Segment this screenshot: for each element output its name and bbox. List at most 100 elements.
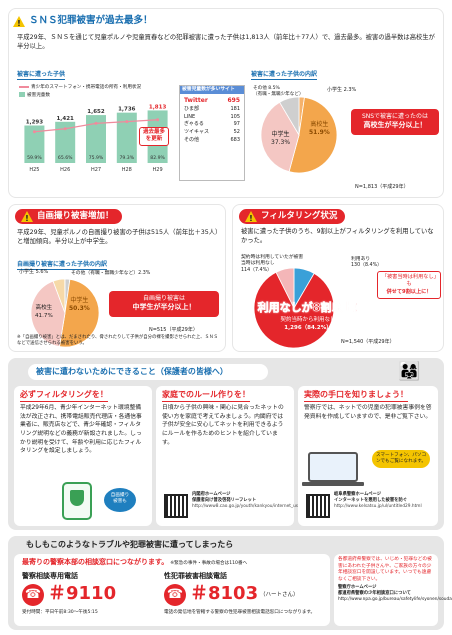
svg-text:!: ! — [249, 214, 253, 222]
site-row: ぎゃるる 97 — [184, 121, 240, 128]
card3-title: 実際の手口を知りましょう！ — [304, 390, 408, 402]
pie2-total: N=515（平成29年） — [149, 327, 198, 333]
legend-line: 青少年のスマートフォン・携帯電話の所有・利用状況 — [19, 85, 141, 92]
warning-icon: ! — [13, 15, 25, 27]
site-row: ツイキャス 52 — [184, 129, 240, 136]
contact-right-link[interactable]: 警察庁ホームページ 都道府県警察の少年相談窓口について http://www.npa… — [338, 585, 452, 602]
laptop-base — [302, 482, 364, 486]
sns-crime-body: 平成29年、ＳＮＳを通じて児童ポルノや児童買春などの犯罪被害に遭った子供は1,8… — [17, 34, 435, 51]
card3-link[interactable]: 岐阜県警察ホームページ インターネットを悪用した被害を防ぐ http://www.k… — [334, 492, 422, 510]
pie1-other-label: その他 8.5% （有職・無職少年など） — [253, 86, 304, 97]
card2-body: 日頃から子供の興味・関心に見合ったネットの使い方を家庭で考えてみましょう。内閣府… — [162, 405, 284, 446]
card1-body: 平成29年6月、青少年インターネット環境整備法が改正され、携帯電話販売代理店・各… — [20, 405, 142, 455]
line-value-label: 59.9% — [27, 155, 42, 161]
filter-big-sub: 契約当時から利用なし 1,296（84.2%） — [280, 317, 336, 331]
contact-right-body: 各都道府県警察では、いじめ・犯罪などの被害にあわれた子供さんや、ご家族の方々の少… — [338, 557, 432, 582]
filtering-body: 被害に遭った子供のうち、9割以上がフィルタリングを利用していなかった。 — [241, 228, 434, 245]
phone-shield-icon — [62, 482, 92, 520]
line-point — [32, 130, 36, 134]
line-point — [94, 121, 98, 125]
victim-pie-chart — [260, 96, 338, 174]
x-tick-label: H28 — [122, 167, 132, 173]
phone-icon: ☎ — [164, 584, 186, 606]
line-value-label: 79.3% — [120, 155, 135, 161]
line-value-label: 75.9% — [89, 155, 104, 161]
slice-never-used — [253, 271, 335, 349]
bar-value-label: 1,421 — [56, 116, 74, 122]
hotline2-nickname: （ハートさん） — [260, 592, 299, 598]
site-row: その他 683 — [184, 136, 240, 143]
filtering-title: ! フィルタリング状況 — [239, 209, 346, 225]
hotline1-hours: 受付時間：平日午前8:30〜午後5:15 — [22, 610, 98, 615]
slice-high-school — [288, 96, 338, 174]
slice-other — [279, 96, 300, 137]
sns-crime-title: ! ＳＮＳ犯罪被害が過去最多！ — [13, 15, 153, 28]
bar — [55, 121, 76, 163]
site-list: Twitter 695 ひま部 181 LINE 105 ぎゃるる 97 ツイキャス 52 その他 6… — [180, 94, 244, 146]
parents-title-bar: 被害に遭わないためにできること（保護者の皆様へ） — [28, 364, 268, 380]
slice-high-school — [30, 280, 66, 348]
hotline1-label: 警察相談専用電話 — [22, 572, 78, 580]
warning-icon: ! — [21, 211, 33, 223]
chart-header-left: 被害に遭った子供 — [17, 71, 66, 81]
selfie-header: 自画撮り被害に遭った子供の内訳 — [17, 261, 108, 271]
card2-title: 家庭でのルール作りを！ — [162, 390, 250, 402]
card2-link[interactable]: 内閣府ホームページ 保護者向け普及啓発リーフレット http://www8.cao.… — [192, 492, 327, 510]
bar — [116, 112, 137, 163]
selfie-pie-chart — [30, 278, 100, 348]
slice-elementary — [52, 278, 66, 314]
bar-value-label: 1,293 — [26, 120, 44, 126]
qr-code-icon — [306, 494, 330, 518]
laptop-icon — [308, 452, 358, 482]
hotline1-number[interactable]: ＃9110 — [48, 583, 117, 604]
svg-text:!: ! — [25, 214, 29, 222]
contact-title: もしもこのようなトラブルや犯罪被害に遭ってしまったら — [26, 540, 234, 549]
bar — [86, 115, 106, 163]
bar — [24, 125, 45, 163]
line-value-label: 82.9% — [150, 155, 165, 161]
card1-badge: 自画撮り 被害も — [104, 488, 136, 512]
chart-header-right: 被害に遭った子供の内訳 — [251, 71, 318, 81]
family-icon: 👨‍👩‍👧 — [398, 361, 421, 382]
hotline2-number[interactable]: ＃8103 — [190, 583, 259, 604]
filter-label-used: 利用あり 130（8.4%） — [351, 257, 382, 269]
line-point — [156, 118, 160, 122]
chart-legend: 青少年のスマートフォン・携帯電話の所有・利用状況 被害児童数 — [19, 85, 141, 100]
filter-total: N=1,540（平成29年） — [341, 339, 395, 345]
section-parents: 被害に遭わないためにできること（保護者の皆様へ） 👨‍👩‍👧 必ずフィルタリング… — [8, 358, 444, 530]
pie2-elem-label: 小学生 5.6% — [19, 269, 49, 275]
bar-value-label: 1,652 — [87, 109, 105, 115]
contact-box: 最寄りの警察本部の相談窓口につながります。 ※緊急の事件・事故の場合は110番へ… — [14, 554, 330, 626]
selfie-body: 平成29年、児童ポルノの自画撮り被害の子供は515人（前年比＋35人）と増加傾向… — [17, 229, 219, 246]
site-row: Twitter 695 — [184, 97, 240, 105]
bar-value-label: 1,813 — [149, 104, 167, 110]
pie1-elem-label: 小学生 2.3% — [327, 87, 357, 93]
card-family-rules: 家庭でのルール作りを！ 日頃から子供の興味・関心に見合ったネットの使い方を家庭で… — [156, 386, 327, 526]
legend-bar: 被害児童数 — [19, 91, 141, 100]
pie2-high-label: 高校生 41.7% — [35, 305, 53, 319]
filter-big-label: 利用なしが8割以上！ — [257, 301, 365, 315]
site-box: 被害児童数が多いサイト Twitter 695 ひま部 181 LINE 105 ぎゃるる 9… — [179, 85, 245, 181]
card3-body: 警察庁では、ネットでの児童の犯罪被害事例を啓発資料を作成していますので、是非ご覧… — [304, 405, 432, 420]
card-filtering: 必ずフィルタリングを！ 平成29年6月、青少年インターネット環境整備法が改正され… — [14, 386, 152, 526]
section-selfie: ! 自画撮り被害増加！ 平成29年、児童ポルノの自画撮り被害の子供は515人（前… — [8, 204, 226, 352]
hotline2-label: 性犯罪被害相談電話 — [164, 572, 227, 580]
x-tick-label: H29 — [153, 167, 163, 173]
pie1-badge: SNSで被害に遭ったのは 高校生が半分以上！ — [351, 109, 439, 136]
section-contact: もしもこのようなトラブルや犯罪被害に遭ってしまったら 最寄りの警察本部の相談窓口… — [8, 536, 452, 630]
line-point — [125, 120, 129, 124]
card-methods: 実際の手口を知りましょう！ 警察庁では、ネットでの児童の犯罪被害事例を啓発資料を… — [298, 386, 438, 526]
x-tick-label: H27 — [91, 167, 101, 173]
bar-value-label: 1,736 — [118, 107, 136, 113]
site-row: ひま部 181 — [184, 105, 240, 112]
qr-code-icon — [164, 494, 188, 518]
card1-title: 必ずフィルタリングを！ — [20, 390, 108, 402]
section-filtering: ! フィルタリング状況 被害に遭った子供のうち、9割以上がフィルタリングを利用し… — [232, 204, 444, 352]
filtering-pie-chart — [253, 267, 335, 349]
filter-badge: 「被害当時は利用なし」も 併せて9割以上に！ — [377, 271, 441, 299]
pie1-total: N=1,813（平成29年） — [355, 184, 409, 190]
section-sns-crime: ! ＳＮＳ犯罪被害が過去最多！ 平成29年、ＳＮＳを通じて児童ポルノや児童買春な… — [8, 8, 444, 198]
pie2-other-label: その他（有職・無職少年など）2.3% — [71, 271, 151, 276]
selfie-title: ! 自画撮り被害増加！ — [15, 209, 122, 225]
line-point — [63, 127, 67, 131]
